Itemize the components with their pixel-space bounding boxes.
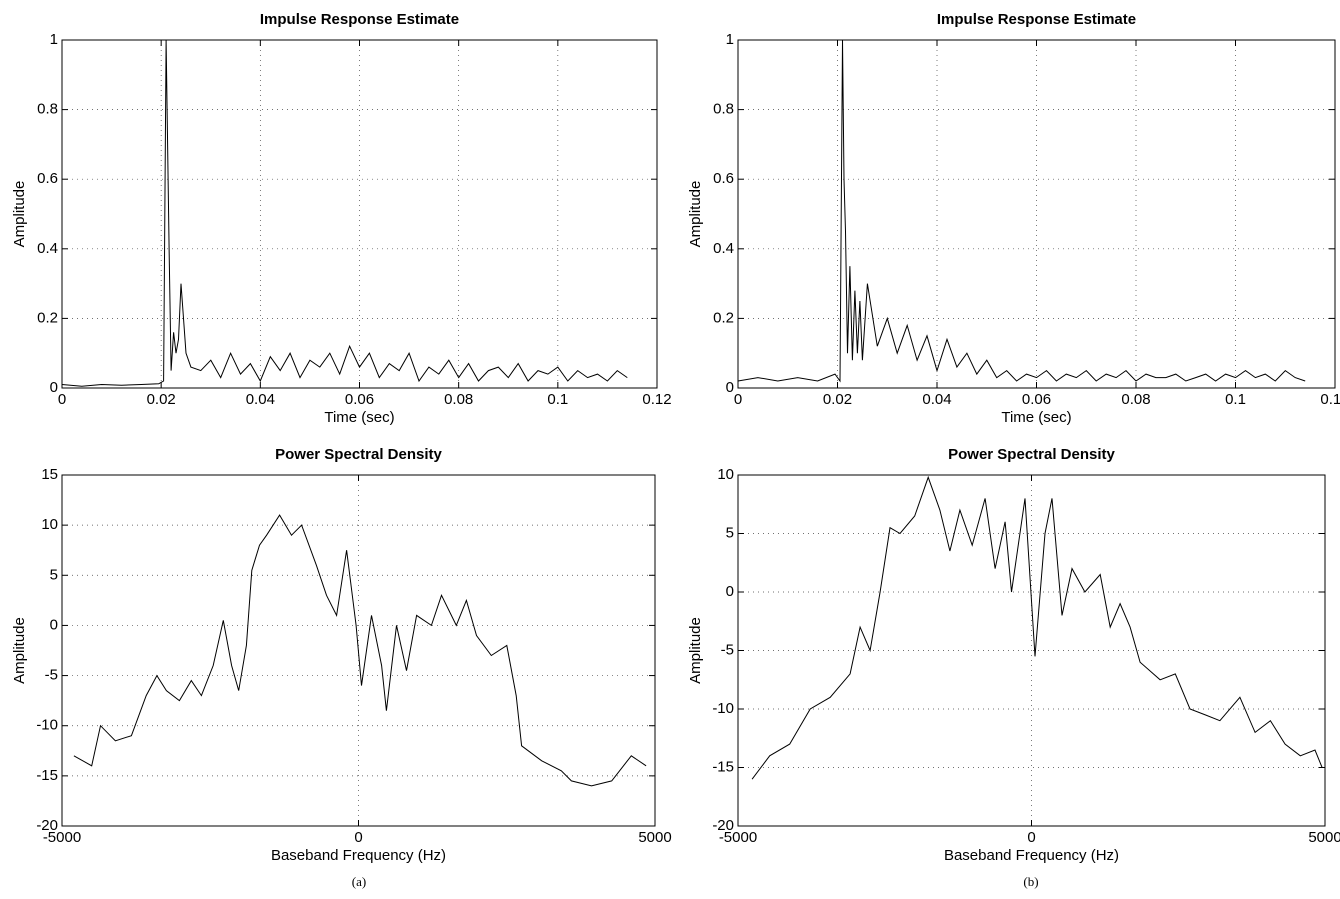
y-tick-label: 0.8 (713, 101, 734, 118)
series-line (751, 475, 1323, 780)
x-tick-label: -5000 (43, 829, 81, 846)
y-tick-label: -5 (721, 641, 734, 658)
series-line (73, 514, 647, 787)
y-tick-label: 10 (41, 516, 58, 533)
caption: (b) (1023, 874, 1038, 889)
y-axis-label: Amplitude (687, 181, 704, 248)
y-tick-label: 0 (50, 379, 58, 396)
x-axis-label: Time (sec) (1001, 409, 1071, 426)
x-axis-label: Time (sec) (324, 409, 394, 426)
caption: (a) (352, 874, 366, 889)
y-tick-label: -15 (36, 767, 58, 784)
y-tick-label: 0 (726, 583, 734, 600)
y-tick-label: 0.4 (37, 240, 58, 257)
chart-title: Impulse Response Estimate (260, 11, 459, 28)
x-tick-label: 0.08 (444, 391, 473, 408)
x-tick-label: 5000 (1308, 829, 1340, 846)
axes-frame (737, 39, 1336, 389)
chart-title: Power Spectral Density (948, 446, 1115, 463)
y-tick-label: 1 (50, 31, 58, 48)
x-tick-label: 0 (734, 391, 742, 408)
y-tick-label: -5 (45, 667, 58, 684)
y-tick-label: 0 (726, 379, 734, 396)
x-tick-label: 0.12 (1320, 391, 1340, 408)
x-tick-label: 0.1 (547, 391, 568, 408)
x-tick-label: -5000 (719, 829, 757, 846)
x-tick-label: 0 (354, 829, 362, 846)
y-tick-label: 1 (726, 31, 734, 48)
x-tick-label: 0 (1027, 829, 1035, 846)
axes-frame (61, 39, 658, 389)
x-tick-label: 5000 (638, 829, 671, 846)
y-tick-label: 0 (50, 616, 58, 633)
series-line (61, 39, 628, 387)
y-tick-label: 0.6 (37, 170, 58, 187)
y-tick-label: 0.4 (713, 240, 734, 257)
axes-frame (737, 474, 1326, 827)
y-tick-label: -20 (712, 817, 734, 834)
x-tick-label: 0.02 (823, 391, 852, 408)
axes-frame (61, 474, 656, 827)
series-line (737, 39, 1306, 383)
y-axis-label: Amplitude (11, 181, 28, 248)
x-tick-label: 0.08 (1121, 391, 1150, 408)
x-tick-label: 0.06 (345, 391, 374, 408)
y-tick-label: 0.2 (37, 309, 58, 326)
y-tick-label: -10 (712, 700, 734, 717)
y-axis-label: Amplitude (11, 617, 28, 684)
y-tick-label: 0.8 (37, 101, 58, 118)
x-axis-label: Baseband Frequency (Hz) (271, 847, 446, 864)
chart-title: Power Spectral Density (275, 446, 442, 463)
x-tick-label: 0.04 (246, 391, 275, 408)
y-tick-label: 15 (41, 466, 58, 483)
y-tick-label: 5 (726, 524, 734, 541)
x-tick-label: 0.1 (1225, 391, 1246, 408)
y-tick-label: 0.2 (713, 309, 734, 326)
y-tick-label: -15 (712, 758, 734, 775)
y-tick-label: 10 (717, 466, 734, 483)
y-tick-label: -10 (36, 717, 58, 734)
x-tick-label: 0.06 (1022, 391, 1051, 408)
y-tick-label: -20 (36, 817, 58, 834)
y-tick-label: 0.6 (713, 170, 734, 187)
x-tick-label: 0.04 (922, 391, 951, 408)
x-tick-label: 0.12 (642, 391, 671, 408)
x-tick-label: 0 (58, 391, 66, 408)
chart-title: Impulse Response Estimate (937, 11, 1136, 28)
y-axis-label: Amplitude (687, 617, 704, 684)
x-axis-label: Baseband Frequency (Hz) (944, 847, 1119, 864)
y-tick-label: 5 (50, 566, 58, 583)
x-tick-label: 0.02 (147, 391, 176, 408)
